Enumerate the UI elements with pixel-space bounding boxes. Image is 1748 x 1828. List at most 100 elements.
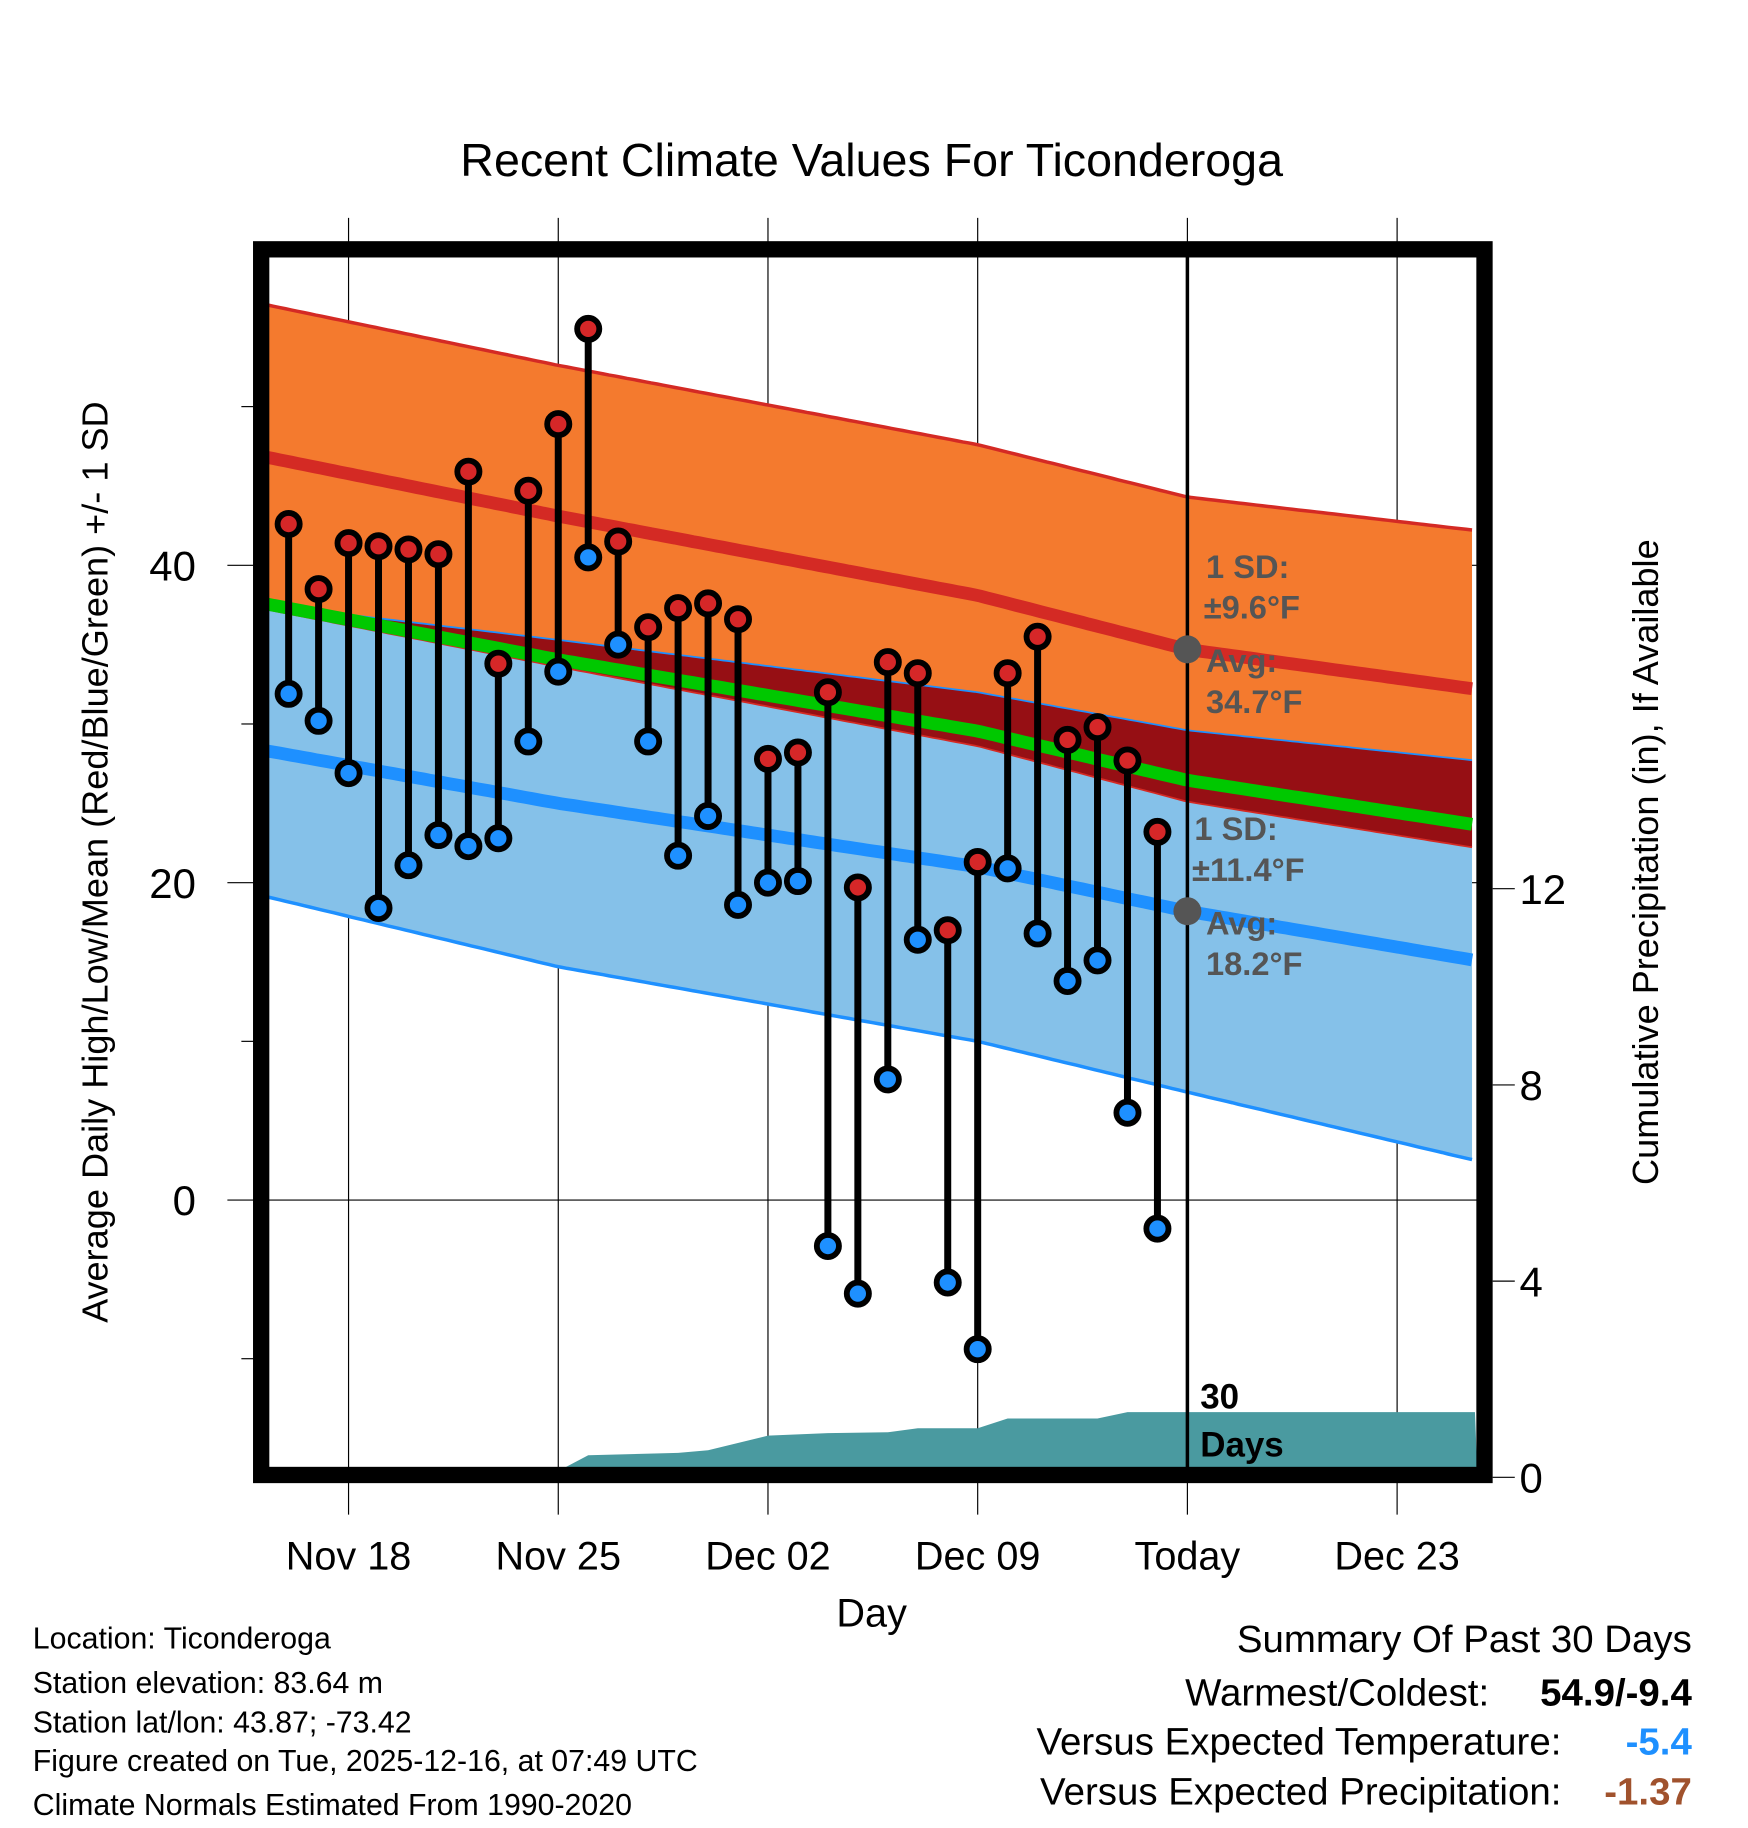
temp-departure-value: -5.4 bbox=[1626, 1721, 1693, 1764]
daily-low-point bbox=[753, 868, 782, 897]
x-axis-label: Day bbox=[836, 1591, 907, 1635]
daily-low-point bbox=[424, 821, 453, 850]
low-sd-value: ±11.4°F bbox=[1192, 851, 1305, 888]
warmest-coldest-label: Warmest/Coldest: bbox=[1185, 1672, 1489, 1715]
daily-low-point bbox=[334, 759, 363, 788]
daily-low-point bbox=[604, 630, 633, 659]
daily-high-point bbox=[454, 457, 483, 486]
daily-low-point bbox=[993, 854, 1022, 883]
daily-high-point bbox=[903, 659, 932, 688]
daily-low-point bbox=[394, 851, 423, 880]
y-tick-label: 40 bbox=[149, 542, 196, 589]
daily-low-point bbox=[903, 925, 932, 954]
daily-low-point bbox=[634, 727, 663, 756]
avg-low-today-marker bbox=[1173, 897, 1202, 926]
high-sd-label: 1 SD: bbox=[1206, 548, 1289, 585]
daily-low-point bbox=[813, 1232, 842, 1261]
daily-high-point bbox=[424, 540, 453, 569]
daily-high-point bbox=[274, 510, 303, 539]
daily-low-point bbox=[1113, 1098, 1142, 1127]
daily-low-point bbox=[304, 706, 333, 735]
daily-high-point bbox=[514, 476, 543, 505]
daily-high-point bbox=[484, 649, 513, 678]
daily-high-point bbox=[364, 532, 393, 561]
daily-low-point bbox=[783, 867, 812, 896]
footer-latlon: Station lat/lon: 43.87; -73.42 bbox=[33, 1706, 412, 1739]
high-avg-value: 34.7°F bbox=[1206, 683, 1302, 720]
daily-low-point bbox=[963, 1335, 992, 1364]
low-avg-value: 18.2°F bbox=[1206, 945, 1302, 982]
footer-created: Figure created on Tue, 2025-12-16, at 07… bbox=[33, 1745, 698, 1778]
high-avg-label: Avg: bbox=[1206, 642, 1277, 679]
precip-departure-value: -1.37 bbox=[1604, 1771, 1692, 1814]
footer-location: Location: Ticonderoga bbox=[33, 1623, 331, 1656]
chart-title: Recent Climate Values For Ticonderoga bbox=[460, 134, 1283, 186]
daily-low-point bbox=[1143, 1214, 1172, 1243]
daily-high-point bbox=[304, 575, 333, 604]
daily-high-point bbox=[813, 678, 842, 707]
daily-low-point bbox=[873, 1065, 902, 1094]
daily-high-point bbox=[753, 744, 782, 773]
daily-low-point bbox=[724, 890, 752, 919]
low-sd-label: 1 SD: bbox=[1194, 810, 1277, 847]
y-right-tick-label: 0 bbox=[1519, 1454, 1542, 1501]
daily-high-point bbox=[664, 594, 693, 623]
daily-high-point bbox=[1083, 713, 1112, 742]
daily-low-point bbox=[1083, 946, 1112, 975]
summary-panel: Summary Of Past 30 Days Warmest/Coldest:… bbox=[1036, 1618, 1692, 1814]
daily-high-point bbox=[783, 738, 812, 767]
daily-low-point bbox=[664, 841, 693, 870]
daily-high-point bbox=[873, 648, 902, 677]
window-days-number: 30 bbox=[1200, 1378, 1239, 1417]
annotations: 1 SD: ±9.6°F Avg: 34.7°F 1 SD: ±11.4°F A… bbox=[1192, 548, 1305, 1464]
y-right-tick-label: 4 bbox=[1519, 1258, 1542, 1305]
daily-high-point bbox=[634, 613, 663, 642]
daily-low-point bbox=[454, 832, 483, 861]
daily-high-point bbox=[544, 410, 573, 439]
x-tick-label: Nov 18 bbox=[286, 1534, 412, 1578]
y-right-tick-label: 12 bbox=[1519, 866, 1566, 913]
footer-elevation: Station elevation: 83.64 m bbox=[33, 1667, 383, 1700]
daily-low-point bbox=[484, 824, 513, 853]
y-right-axis-label: Cumulative Precipitation (in), If Availa… bbox=[1625, 539, 1666, 1185]
daily-high-point bbox=[574, 314, 603, 343]
daily-high-point bbox=[963, 848, 992, 877]
low-lower-sd-line bbox=[267, 895, 1473, 1162]
y-tick-label: 20 bbox=[149, 860, 196, 907]
daily-high-point bbox=[334, 529, 363, 558]
daily-low-point bbox=[544, 657, 573, 686]
daily-low-point bbox=[274, 679, 303, 708]
low-avg-label: Avg: bbox=[1206, 904, 1277, 941]
daily-high-point bbox=[604, 527, 633, 556]
x-tick-label: Dec 09 bbox=[915, 1534, 1041, 1578]
daily-high-point bbox=[1113, 746, 1142, 775]
daily-low-point bbox=[843, 1279, 872, 1308]
daily-low-point bbox=[574, 543, 603, 572]
daily-low-point bbox=[1023, 919, 1052, 948]
footer-normals: Climate Normals Estimated From 1990-2020 bbox=[33, 1789, 632, 1822]
temp-departure-label: Versus Expected Temperature: bbox=[1036, 1721, 1561, 1764]
high-sd-value: ±9.6°F bbox=[1204, 589, 1300, 626]
footer-info: Location: Ticonderoga Station elevation:… bbox=[33, 1623, 698, 1823]
y-axis-label: Average Daily High/Low/Mean (Red/Blue/Gr… bbox=[74, 401, 115, 1323]
daily-high-point bbox=[993, 659, 1022, 688]
plot-frame bbox=[253, 241, 1493, 1484]
x-tick-label: Today bbox=[1135, 1534, 1241, 1578]
y-right-tick-label: 8 bbox=[1519, 1062, 1542, 1109]
window-days-unit: Days bbox=[1200, 1425, 1284, 1464]
daily-high-point bbox=[843, 873, 872, 902]
plot-area bbox=[227, 217, 1478, 1515]
summary-title: Summary Of Past 30 Days bbox=[1237, 1618, 1692, 1661]
x-tick-label: Dec 23 bbox=[1334, 1534, 1460, 1578]
daily-high-point bbox=[1143, 817, 1172, 846]
daily-high-point bbox=[394, 535, 423, 564]
daily-high-point bbox=[694, 589, 723, 618]
daily-low-point bbox=[933, 1268, 962, 1297]
daily-low-point bbox=[694, 802, 723, 830]
daily-low-point bbox=[1053, 967, 1082, 996]
x-tick-label: Nov 25 bbox=[496, 1534, 622, 1578]
daily-high-point bbox=[1023, 622, 1052, 651]
